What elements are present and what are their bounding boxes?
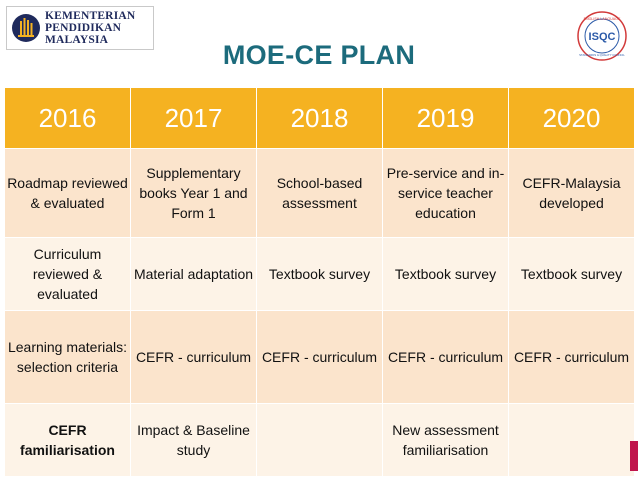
ministry-logo: KEMENTERIAN PENDIDIKAN MALAYSIA (6, 6, 154, 50)
table-cell: CEFR - curriculum (508, 310, 635, 404)
ministry-line-1: KEMENTERIAN (45, 10, 136, 22)
header: KEMENTERIAN PENDIDIKAN MALAYSIA ISQC ENG… (0, 0, 638, 90)
year-header: 2016 (4, 87, 131, 149)
table-cell: New assessment familiarisation (382, 403, 509, 477)
plan-table: 2016 2017 2018 2019 2020 Roadmap reviewe… (4, 87, 635, 477)
table-cell: Textbook survey (508, 237, 635, 311)
year-header: 2019 (382, 87, 509, 149)
table-row: Learning materials: selection criteria C… (4, 310, 635, 404)
svg-text:ENGLISH LANGUAGE: ENGLISH LANGUAGE (584, 17, 621, 21)
table-row: CEFR familiarisation Impact & Baseline s… (4, 403, 635, 477)
year-header: 2017 (130, 87, 257, 149)
year-header: 2020 (508, 87, 635, 149)
table-cell: Material adaptation (130, 237, 257, 311)
table-cell: Textbook survey (382, 237, 509, 311)
table-cell: CEFR - curriculum (130, 310, 257, 404)
ministry-line-2: PENDIDIKAN (45, 22, 122, 34)
table-cell (508, 403, 635, 477)
accent-bar (630, 441, 638, 471)
page-title: MOE-CE PLAN (222, 40, 416, 70)
table-row: Roadmap reviewed & evaluated Supplementa… (4, 148, 635, 238)
isqc-seal-icon: ISQC ENGLISH LANGUAGE STANDARDS & QUALIT… (577, 11, 627, 61)
table-cell: Roadmap reviewed & evaluated (4, 148, 131, 238)
table-cell: CEFR familiarisation (4, 403, 131, 477)
table-cell: CEFR-Malaysia developed (508, 148, 635, 238)
header-row: 2016 2017 2018 2019 2020 (4, 87, 635, 149)
table-cell (256, 403, 383, 477)
ministry-crest-icon (12, 14, 40, 42)
table-cell: Supplementary books Year 1 and Form 1 (130, 148, 257, 238)
year-header: 2018 (256, 87, 383, 149)
table-cell: Impact & Baseline study (130, 403, 257, 477)
ministry-name: KEMENTERIAN PENDIDIKAN MALAYSIA (45, 10, 135, 46)
table-cell: Textbook survey (256, 237, 383, 311)
table-cell: Learning materials: selection criteria (4, 310, 131, 404)
table-cell: Pre-service and in-service teacher educa… (382, 148, 509, 238)
table-cell: School-based assessment (256, 148, 383, 238)
ministry-line-3: MALAYSIA (45, 34, 109, 46)
svg-text:ISQC: ISQC (589, 31, 616, 43)
table-cell: CEFR - curriculum (382, 310, 509, 404)
table-row: Curriculum reviewed & evaluated Material… (4, 237, 635, 311)
table-cell: Curriculum reviewed & evaluated (4, 237, 131, 311)
svg-text:STANDARDS & QUALITY COUNCIL: STANDARDS & QUALITY COUNCIL (579, 53, 625, 57)
table-cell: CEFR - curriculum (256, 310, 383, 404)
